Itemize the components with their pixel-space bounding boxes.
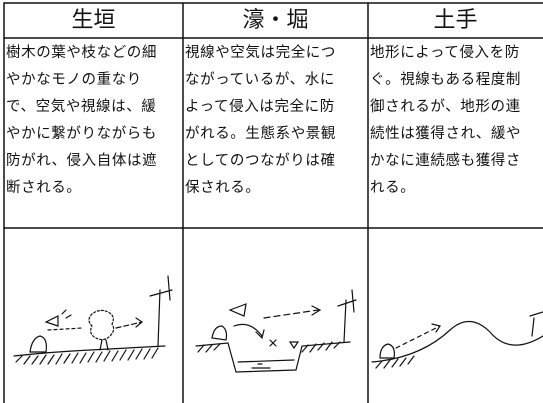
column-header: 生垣 xyxy=(71,8,116,33)
text-line: れる。 xyxy=(370,180,416,196)
sketch-embankment xyxy=(371,311,543,369)
sketch-moat xyxy=(195,289,357,373)
text-line: 樹木の葉や枝などの細 xyxy=(6,45,157,61)
text-line: やかなモノの重なり xyxy=(6,72,142,88)
text-line: で、空気や視線は、緩 xyxy=(6,99,157,115)
text-line: 続性は獲得され、緩や xyxy=(370,126,522,142)
cell-text: 視線や空気は完全につ ながっているが、水に よって侵入は完全に防 がれる。生態系や景観… xyxy=(185,40,368,202)
text-line: としてのつながりは確 xyxy=(185,153,336,169)
text-line: 地形によって侵入を防 xyxy=(370,45,520,61)
text-line: 断される。 xyxy=(6,180,82,196)
text-line: 防がれ、侵入自体は遮 xyxy=(6,153,158,169)
text-line: 視線や空気は完全につ xyxy=(185,45,336,61)
text-line: かなに連続感も獲得さ xyxy=(370,153,521,169)
cell-text: 地形によって侵入を防 ぐ。視線もある程度制 御されるが、地形の連 続性は獲得され、緩や… xyxy=(370,40,543,202)
column-header: 濠・堀 xyxy=(242,8,309,33)
text-line: ながっているが、水に xyxy=(185,72,335,88)
text-line: ぐ。視線もある程度制 xyxy=(370,72,521,88)
text-line: 御されるが、地形の連 xyxy=(370,99,521,115)
text-line: がれる。生態系や景観 xyxy=(185,126,336,142)
cell-text: 樹木の葉や枝などの細 やかなモノの重なり で、空気や視線は、緩 やかに繋がりながらも防… xyxy=(6,40,183,202)
text-line: 保される。 xyxy=(185,180,261,196)
text-line: やかに繋がりながらも xyxy=(6,126,157,142)
sketch-hedge xyxy=(13,275,173,365)
column-header: 土手 xyxy=(433,8,478,33)
text-line: よって侵入は完全に防 xyxy=(185,99,335,115)
